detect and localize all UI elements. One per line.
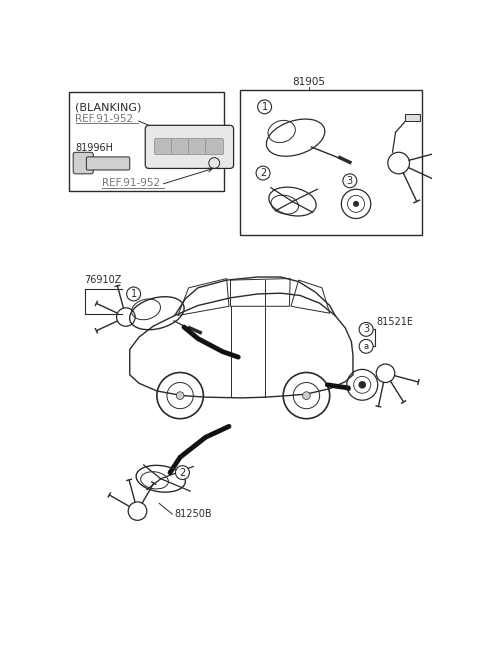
Text: 81250B: 81250B bbox=[175, 509, 212, 519]
Circle shape bbox=[354, 202, 359, 206]
FancyBboxPatch shape bbox=[172, 138, 190, 155]
Text: 81905: 81905 bbox=[292, 77, 325, 87]
Text: 2: 2 bbox=[260, 168, 266, 178]
Text: REF.91-952: REF.91-952 bbox=[102, 178, 160, 189]
Text: 81521E: 81521E bbox=[376, 317, 413, 326]
FancyBboxPatch shape bbox=[405, 114, 420, 121]
Circle shape bbox=[176, 466, 190, 479]
Circle shape bbox=[302, 392, 311, 400]
Text: 81996H: 81996H bbox=[75, 142, 113, 153]
FancyBboxPatch shape bbox=[189, 138, 206, 155]
Circle shape bbox=[176, 392, 184, 400]
Text: 3: 3 bbox=[363, 325, 369, 334]
Text: 2: 2 bbox=[180, 468, 186, 477]
Text: 1: 1 bbox=[131, 289, 137, 299]
Circle shape bbox=[359, 323, 373, 336]
Circle shape bbox=[359, 382, 365, 388]
Text: REF.91-952: REF.91-952 bbox=[75, 114, 133, 124]
Text: a: a bbox=[363, 342, 369, 351]
Circle shape bbox=[127, 287, 141, 301]
Circle shape bbox=[359, 340, 373, 353]
FancyBboxPatch shape bbox=[86, 157, 130, 170]
FancyBboxPatch shape bbox=[73, 152, 93, 174]
Text: 3: 3 bbox=[347, 176, 353, 185]
Circle shape bbox=[256, 166, 270, 180]
FancyBboxPatch shape bbox=[240, 90, 422, 234]
Circle shape bbox=[258, 100, 272, 114]
FancyBboxPatch shape bbox=[145, 125, 234, 168]
FancyBboxPatch shape bbox=[155, 138, 172, 155]
Text: 1: 1 bbox=[262, 102, 268, 112]
Text: (BLANKING): (BLANKING) bbox=[75, 103, 142, 113]
Circle shape bbox=[343, 174, 357, 187]
FancyBboxPatch shape bbox=[69, 92, 224, 191]
Text: 76910Z: 76910Z bbox=[84, 275, 121, 285]
FancyBboxPatch shape bbox=[206, 138, 224, 155]
